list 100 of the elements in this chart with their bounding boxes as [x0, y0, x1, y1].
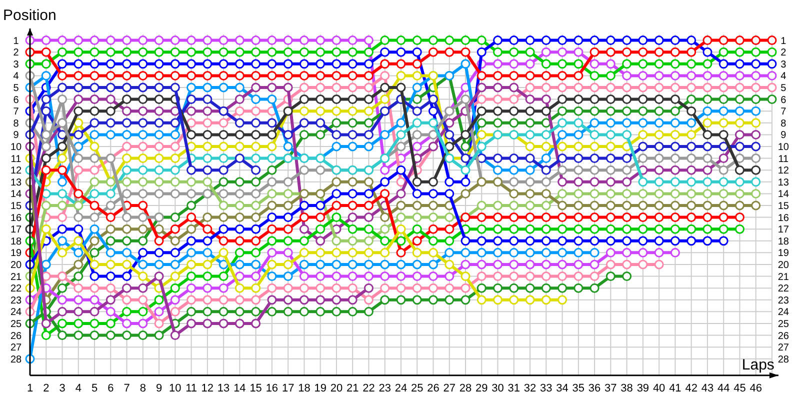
point [267, 82, 277, 92]
point [283, 177, 293, 187]
point [380, 47, 390, 57]
point [74, 36, 84, 46]
point [751, 154, 761, 164]
point [396, 295, 406, 305]
point [541, 154, 551, 164]
point [558, 142, 568, 152]
point [202, 70, 212, 80]
point [316, 130, 326, 140]
x-tick-label: 13 [217, 382, 230, 394]
y2-tick-label: 3 [780, 59, 787, 70]
point [734, 82, 744, 92]
point [138, 154, 148, 164]
point [412, 272, 422, 282]
point [267, 142, 277, 152]
point [154, 82, 164, 92]
point [718, 70, 728, 80]
point [283, 47, 293, 57]
point [332, 260, 342, 270]
point [509, 82, 519, 92]
point [622, 212, 632, 222]
point [316, 59, 326, 69]
point [106, 130, 116, 140]
point [332, 248, 342, 258]
point [606, 236, 616, 246]
point [396, 82, 406, 92]
x-tick-label: 10 [169, 382, 182, 394]
point [428, 260, 438, 270]
point [509, 165, 519, 175]
y2-tick-label: 22 [778, 284, 790, 295]
point [251, 154, 261, 164]
point [525, 118, 535, 128]
point [364, 295, 374, 305]
point [558, 106, 568, 116]
point [767, 94, 777, 104]
point [654, 260, 664, 270]
point [74, 47, 84, 57]
point [154, 188, 164, 198]
point [106, 118, 116, 128]
point [299, 165, 309, 175]
point [122, 260, 132, 270]
x-tick-label: 6 [108, 382, 114, 394]
point [444, 188, 454, 198]
point [509, 94, 519, 104]
point [138, 47, 148, 57]
point [428, 94, 438, 104]
point [476, 82, 486, 92]
y2-tick-label: 10 [778, 142, 790, 153]
point [574, 272, 584, 282]
x-tick-label: 43 [701, 382, 714, 394]
point [476, 236, 486, 246]
point [348, 130, 358, 140]
point [267, 177, 277, 187]
point [396, 47, 406, 57]
point [622, 118, 632, 128]
point [186, 224, 196, 234]
point [444, 236, 454, 246]
point [186, 212, 196, 222]
point [332, 236, 342, 246]
point [106, 236, 116, 246]
point [606, 94, 616, 104]
point [558, 248, 568, 258]
point [364, 142, 374, 152]
point [734, 224, 744, 234]
point [525, 82, 535, 92]
y2-tick-label: 26 [778, 330, 790, 342]
point [590, 212, 600, 222]
point [670, 130, 680, 140]
point [509, 118, 519, 128]
point [509, 212, 519, 222]
point [493, 212, 503, 222]
point [670, 212, 680, 222]
point [718, 188, 728, 198]
y2-tick-label: 16 [778, 212, 790, 224]
y-tick-label: 17 [10, 224, 22, 236]
point [476, 142, 486, 152]
point [234, 142, 244, 152]
point [622, 272, 632, 282]
point [234, 36, 244, 46]
point [90, 106, 100, 116]
point [316, 118, 326, 128]
point [606, 154, 616, 164]
point [170, 118, 180, 128]
point [202, 248, 212, 258]
point [428, 177, 438, 187]
point [138, 165, 148, 175]
point [525, 200, 535, 210]
point [493, 47, 503, 57]
point [170, 70, 180, 80]
point [541, 94, 551, 104]
point [509, 224, 519, 234]
point [509, 188, 519, 198]
point [283, 272, 293, 282]
point [138, 272, 148, 282]
point [493, 295, 503, 305]
point [574, 177, 584, 187]
point [622, 236, 632, 246]
x-tick-label: 8 [140, 382, 146, 394]
point [718, 165, 728, 175]
